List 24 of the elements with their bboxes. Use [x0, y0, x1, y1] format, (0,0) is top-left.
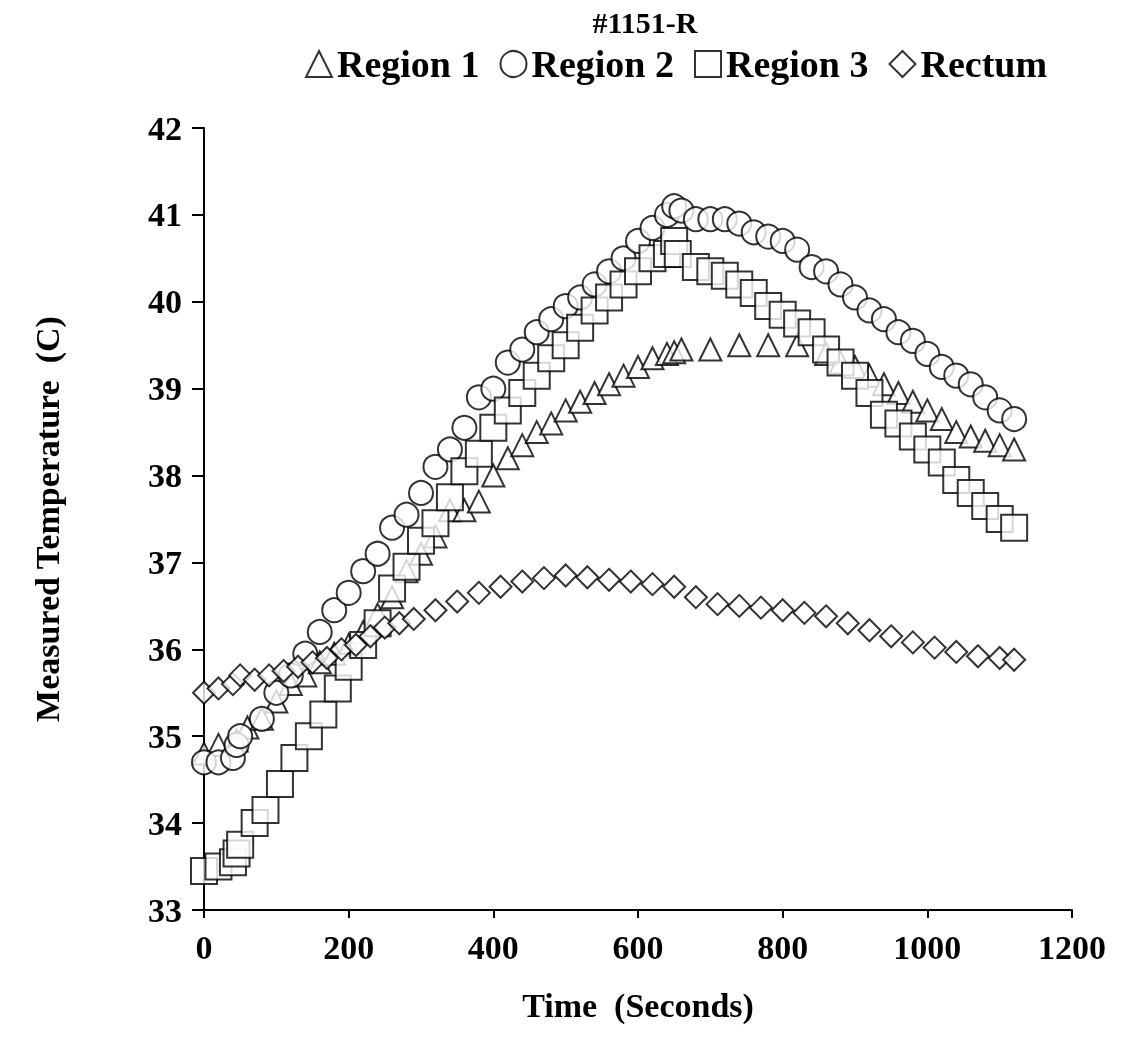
y-tick-label: 38	[148, 457, 182, 495]
y-tick-label: 37	[148, 543, 182, 581]
legend-label: Region 1	[337, 43, 480, 85]
chart-title: #1151-R	[592, 5, 698, 39]
y-tick-label: 40	[148, 283, 182, 321]
y-tick-label: 33	[148, 891, 182, 929]
legend-label: Rectum	[920, 43, 1048, 85]
y-tick-label: 34	[148, 804, 182, 842]
legend-label: Region 2	[531, 43, 674, 85]
x-tick-label: 1000	[893, 928, 962, 966]
x-axis-title: Time (Seconds)	[522, 986, 754, 1025]
y-axis-title: Measured Temperature (C)	[28, 316, 67, 722]
y-tick-label: 39	[148, 370, 182, 408]
y-tick-label: 42	[148, 109, 182, 147]
x-tick-label: 600	[612, 928, 664, 966]
x-tick-label: 1200	[1038, 928, 1106, 966]
y-tick-label: 35	[148, 717, 182, 755]
x-tick-label: 800	[757, 928, 809, 966]
x-tick-label: 400	[467, 928, 519, 966]
x-tick-label: 0	[195, 928, 213, 966]
legend-label: Region 3	[726, 43, 869, 85]
x-tick-label: 200	[323, 928, 375, 966]
y-tick-label: 41	[148, 196, 182, 234]
y-tick-label: 36	[148, 630, 182, 668]
